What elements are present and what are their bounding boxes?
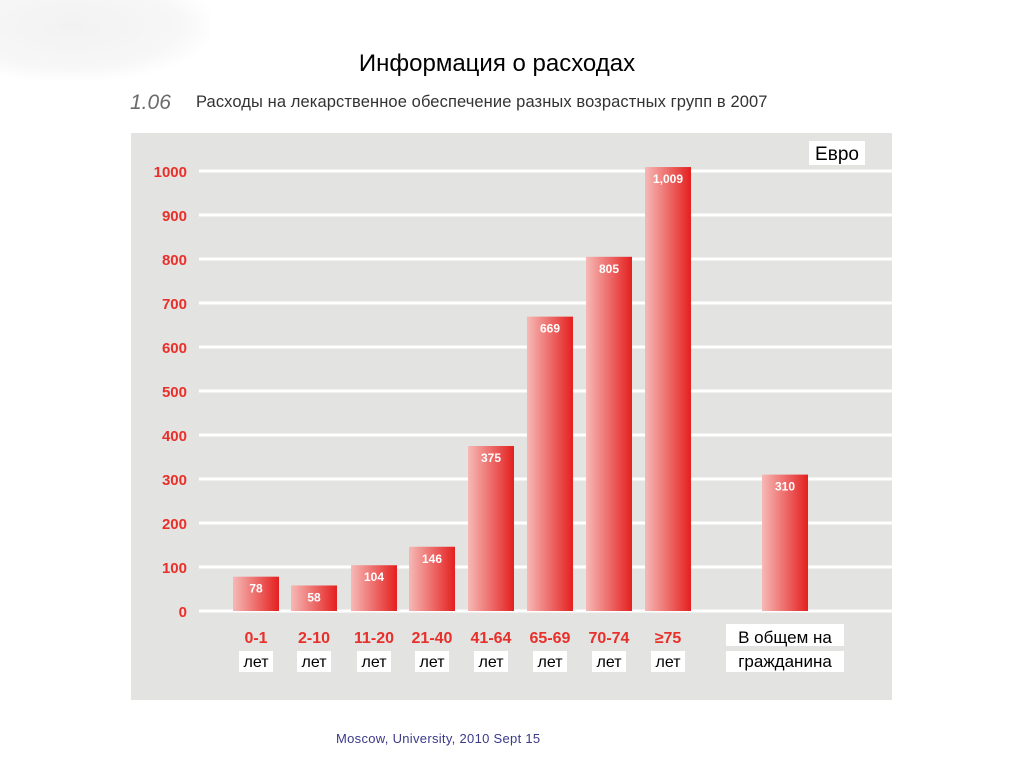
chart-panel: 0 100 200 300 400 500 600 700 800 900 1000 78 58 104… — [131, 133, 892, 700]
x-category-unit: лет — [243, 654, 269, 671]
category-label-bg — [357, 651, 391, 672]
y-axis-ticks: 0 100 200 300 400 500 600 700 800 900 1000 — [154, 164, 187, 621]
unit-label: Евро — [815, 144, 859, 165]
x-category-range: 70-74 — [589, 630, 630, 647]
x-category-range: 0-1 — [244, 630, 267, 647]
x-category-range: 21-40 — [412, 630, 453, 647]
x-category-range: 41-64 — [471, 630, 512, 647]
x-axis-categories: 0-1 лет 2-10 лет 11-20 лет 21-40 лет 41-64 лет 65-… — [239, 624, 844, 672]
x-category-unit: лет — [655, 654, 681, 671]
y-tick-label: 500 — [162, 384, 187, 401]
value-labels: 78 58 104 146 375 669 805 1,009 310 — [249, 172, 795, 604]
bar-value-label: 669 — [540, 322, 560, 336]
y-tick-label: 900 — [162, 208, 187, 225]
y-tick-label: 1000 — [154, 164, 187, 181]
bar-value-label: 78 — [249, 582, 263, 596]
x-category-range: ≥75 — [655, 630, 682, 647]
category-label-bg — [533, 651, 567, 672]
bar — [762, 474, 808, 611]
bar — [468, 446, 514, 611]
x-category-range: В общем на — [738, 628, 832, 647]
bar-value-label: 146 — [422, 552, 442, 566]
y-tick-label: 100 — [162, 560, 187, 577]
x-category-unit: лет — [596, 654, 622, 671]
unit-label-bg — [809, 141, 865, 165]
category-label-bg — [415, 651, 449, 672]
bar-value-label: 104 — [364, 570, 384, 584]
unit-label-box: Евро — [809, 141, 865, 165]
x-category-unit: гражданина — [738, 652, 832, 671]
x-category-unit: лет — [419, 654, 445, 671]
x-category-unit: лет — [478, 654, 504, 671]
decorative-blob — [0, 0, 210, 80]
bar-chart: 0 100 200 300 400 500 600 700 800 900 1000 78 58 104… — [154, 141, 892, 672]
y-tick-label: 800 — [162, 252, 187, 269]
category-label-bg — [297, 651, 331, 672]
category-label-bg — [239, 651, 273, 672]
bar — [351, 565, 397, 611]
bar-value-label: 375 — [481, 451, 501, 465]
slide-title: Информация о расходах — [358, 50, 636, 77]
bar-value-label: 58 — [307, 590, 321, 604]
category-label-bg — [726, 624, 844, 646]
bar — [645, 167, 691, 611]
x-category-unit: лет — [301, 654, 327, 671]
bar-value-label: 805 — [599, 262, 619, 276]
category-label-bg — [726, 651, 844, 672]
x-category-range: 2-10 — [298, 630, 330, 647]
bars — [233, 167, 808, 611]
y-tick-label: 700 — [162, 296, 187, 313]
bar — [233, 576, 279, 611]
bar — [409, 546, 455, 611]
y-tick-label: 600 — [162, 340, 187, 357]
bar — [291, 585, 337, 611]
x-category-range: 65-69 — [530, 630, 571, 647]
y-tick-label: 400 — [162, 428, 187, 445]
y-tick-label: 0 — [179, 604, 187, 621]
category-label-bg — [651, 651, 685, 672]
bar-value-label: 1,009 — [653, 172, 683, 186]
x-category-unit: лет — [361, 654, 387, 671]
x-category-unit: лет — [537, 654, 563, 671]
figure-caption: Расходы на лекарственное обеспечение раз… — [196, 93, 768, 111]
footer-text: Moscow, University, 2010 Sept 15 — [336, 731, 541, 746]
bar — [586, 256, 632, 611]
x-category-range: 11-20 — [354, 630, 394, 647]
figure-number: 1.06 — [130, 91, 171, 114]
y-tick-label: 300 — [162, 472, 187, 489]
category-label-bg — [474, 651, 508, 672]
bar-value-label: 310 — [775, 480, 795, 494]
category-label-bg — [592, 651, 626, 672]
bar — [527, 316, 573, 611]
y-tick-label: 200 — [162, 516, 187, 533]
